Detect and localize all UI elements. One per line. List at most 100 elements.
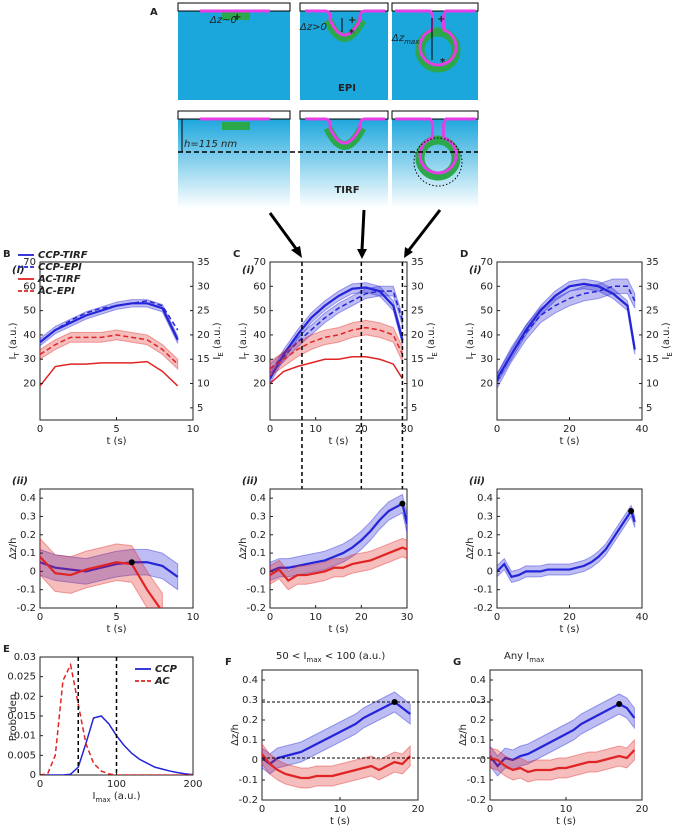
coat [323, 125, 367, 150]
series-line [270, 290, 404, 370]
text-part: E [217, 352, 225, 356]
y2-tick-label: 20 [197, 330, 210, 341]
dotted-outline [413, 137, 463, 187]
plot-data [270, 282, 404, 385]
x-tick-label: 0 [487, 804, 493, 815]
text-part: I [212, 357, 223, 360]
y2-tick-label: 35 [646, 257, 659, 268]
legend-label: AC-TIRF [37, 274, 81, 285]
x-tick-label: 10 [560, 804, 573, 815]
y2-axis-label: IE (a.u.) [426, 322, 439, 359]
y-tick-label: 50 [253, 306, 266, 317]
coat [222, 122, 250, 130]
y2-tick-label: 30 [411, 281, 424, 292]
plot-data [490, 693, 636, 783]
y2-tick-label: 15 [411, 354, 424, 365]
y-tick-label: -0.1 [238, 775, 258, 786]
y-tick-label: 0.1 [242, 735, 258, 746]
x-tick-label: 10 [309, 424, 322, 435]
y-tick-label: -0.1 [246, 585, 266, 596]
annotation: Any Imax [504, 651, 545, 664]
y-tick-label: 30 [253, 354, 266, 365]
y2-tick-label: 10 [646, 379, 659, 390]
arrow [407, 209, 442, 251]
x-tick-label: 0 [267, 424, 273, 435]
peak-marker [391, 699, 398, 705]
text-part: E [431, 352, 439, 356]
annotation: 50 < Imax < 100 (a.u.) [276, 651, 385, 664]
y-tick-label: 0.4 [470, 675, 486, 686]
series-line [40, 334, 179, 365]
plot-frame [496, 488, 643, 609]
peak-marker [128, 559, 135, 566]
plot-frame [39, 488, 194, 609]
y-tick-label: 60 [253, 281, 266, 292]
x-tick-label: 0 [37, 424, 43, 435]
arrow [360, 209, 366, 251]
error-band [270, 282, 403, 385]
peak-marker [399, 500, 406, 507]
y-tick-label: 0.1 [20, 548, 36, 559]
y-tick-label: 70 [23, 257, 36, 268]
text-part: E [666, 352, 674, 356]
depth-label: h=115 nm [184, 139, 237, 150]
x-tick-label: 30 [401, 612, 414, 623]
y2-axis-label: IE (a.u.) [661, 322, 674, 359]
text-part: max [95, 796, 110, 804]
coat [323, 17, 367, 42]
y2-tick-label: 5 [411, 403, 417, 414]
text-part: I [661, 357, 672, 360]
x-tick-label: 20 [636, 804, 649, 815]
series-line [497, 508, 636, 579]
y-tick-label: 0.1 [250, 548, 266, 559]
coverslip [391, 2, 479, 12]
error-band [40, 548, 179, 591]
arrow [268, 212, 299, 251]
y-tick-label: -0.1 [16, 585, 36, 596]
x-tick-label: 0 [37, 779, 43, 790]
text-part: max [306, 656, 321, 664]
y-tick-label: 0.2 [20, 530, 36, 541]
series-line [262, 700, 411, 766]
x-tick-label: 20 [355, 612, 368, 623]
y2-tick-label: 10 [411, 379, 424, 390]
y-tick-label: 0.2 [250, 530, 266, 541]
y2-tick-label: 5 [197, 403, 203, 414]
text-part: max [529, 656, 544, 664]
series-line [40, 300, 179, 343]
panel-label: D [460, 249, 468, 260]
y2-tick-label: 35 [197, 257, 210, 268]
x-tick-label: 5 [113, 424, 119, 435]
x-tick-label: 0 [37, 612, 43, 623]
x-tick-label: 10 [187, 612, 200, 623]
error-band [270, 537, 407, 591]
y2-tick-label: 30 [197, 281, 210, 292]
x-tick-label: 40 [636, 612, 649, 623]
y-tick-label: -0.2 [466, 795, 486, 806]
y-tick-label: 70 [253, 257, 266, 268]
x-tick-label: 20 [563, 612, 576, 623]
text-part: T [13, 352, 21, 358]
text-part: 50 < I [276, 651, 306, 662]
x-axis-label: t (s) [559, 624, 579, 635]
x-tick-label: 20 [563, 424, 576, 435]
text-part: I [426, 357, 437, 360]
tirf-label: TIRF [334, 185, 359, 196]
y2-tick-label: 25 [646, 306, 659, 317]
series-line [270, 546, 407, 582]
y-tick-label: 30 [480, 354, 493, 365]
y-tick-label: -0.2 [473, 603, 493, 614]
y2-tick-label: 30 [646, 281, 659, 292]
x-tick-label: 0 [494, 612, 500, 623]
text-part: (a.u.) [238, 322, 249, 352]
star: * [349, 28, 355, 39]
series-line [40, 561, 179, 578]
x-tick-label: 5 [113, 612, 119, 623]
arrowhead [404, 247, 413, 258]
y-tick-label: -0.1 [466, 775, 486, 786]
coverslip [391, 110, 479, 120]
series-line [40, 302, 179, 344]
y-tick-label: -0.2 [16, 603, 36, 614]
x-tick-label: 20 [412, 804, 425, 815]
